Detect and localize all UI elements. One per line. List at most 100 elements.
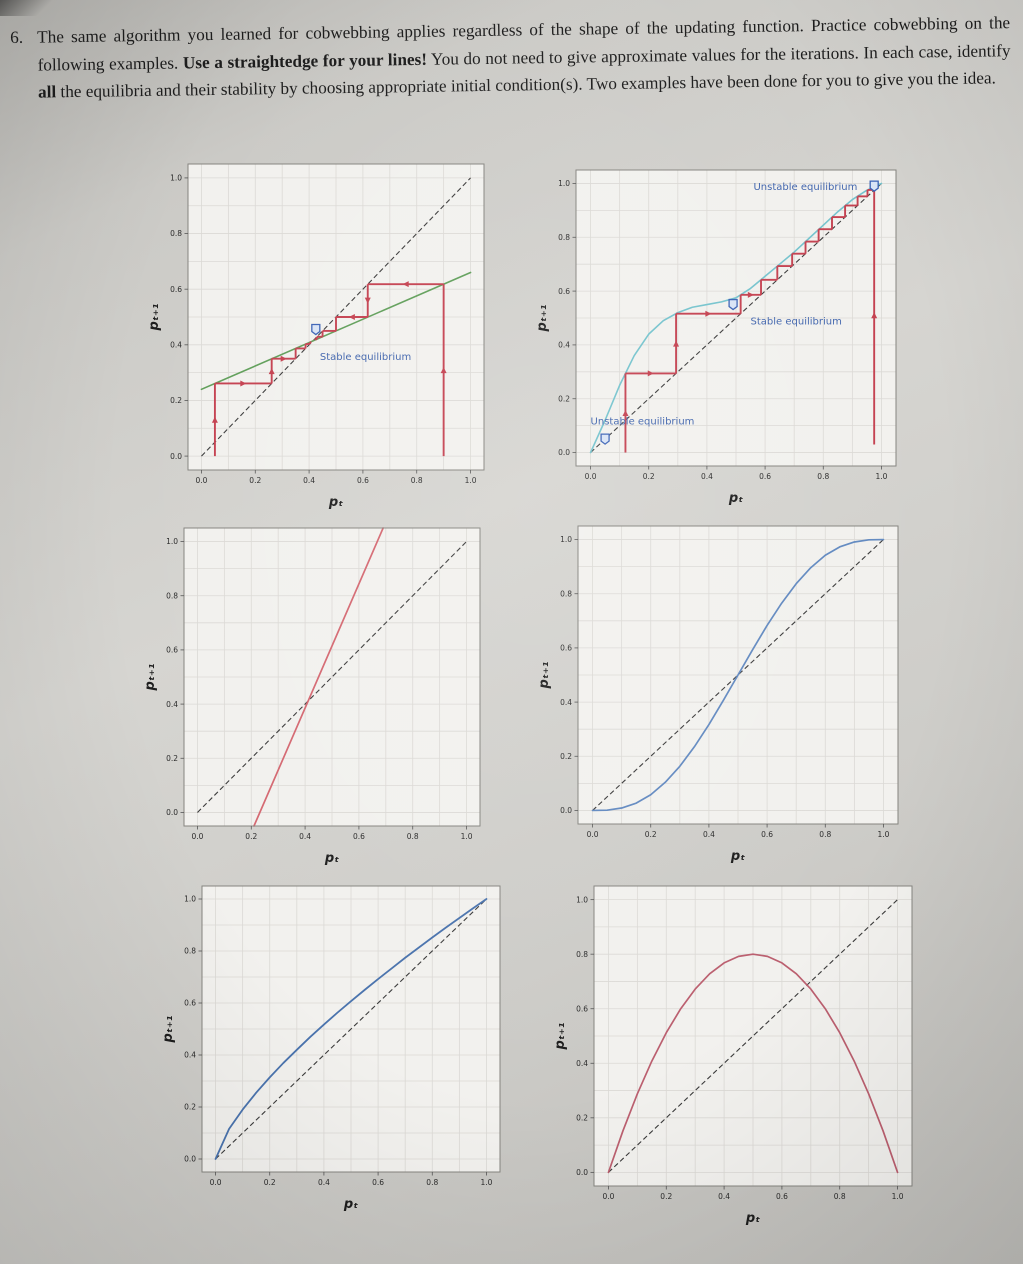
identity-diagonal — [592, 539, 884, 811]
series-updating-function-parabola — [607, 953, 899, 1174]
svg-text:0.2: 0.2 — [184, 1103, 196, 1112]
svg-text:0.4: 0.4 — [299, 832, 311, 841]
svg-text:0.6: 0.6 — [560, 644, 572, 653]
svg-text:0.8: 0.8 — [426, 1178, 438, 1187]
grid — [578, 526, 898, 824]
equilibrium-annotation: Stable equilibrium — [751, 317, 842, 328]
svg-text:0.4: 0.4 — [318, 1178, 330, 1187]
svg-text:0.0: 0.0 — [576, 1168, 588, 1177]
svg-text:0.0: 0.0 — [560, 806, 572, 815]
paragraph-segment: the equilibria and their stability by ch… — [56, 68, 996, 102]
series-cobweb-staircase — [622, 188, 875, 453]
chart-svg-c2: 0.0 0.0 0.2 0.2 0.4 0.4 0.6 0.6 0.8 0.8 1.0 1.0 Unst… — [535, 169, 897, 506]
svg-text:1.0: 1.0 — [892, 1192, 904, 1201]
axes-frame — [183, 527, 481, 827]
svg-text:0.6: 0.6 — [761, 830, 773, 839]
svg-text:0.6: 0.6 — [357, 476, 369, 485]
x-axis-label: pₜ — [745, 1211, 760, 1226]
series-updating-function-concave — [214, 898, 488, 1160]
problem-text: The same algorithm you learned for cobwe… — [37, 9, 1011, 106]
equilibrium-marker-icon — [600, 433, 610, 445]
svg-text:0.2: 0.2 — [170, 396, 182, 405]
chart-steep-line-exercise: 0.0 0.0 0.2 0.2 0.4 0.4 0.6 0.6 0.8 0.8 1.0 1.0 pₜ pₜ… — [142, 518, 492, 868]
svg-text:0.0: 0.0 — [191, 832, 203, 841]
x-axis-label: pₜ — [728, 491, 743, 506]
axes-frame — [593, 885, 913, 1187]
series-updating-function-s-curve — [591, 538, 885, 812]
svg-text:0.0: 0.0 — [602, 1192, 614, 1201]
svg-text:0.8: 0.8 — [817, 472, 829, 481]
svg-text:0.8: 0.8 — [411, 476, 423, 485]
y-axis-label: pₜ₊₁ — [553, 1022, 568, 1050]
svg-text:0.6: 0.6 — [184, 999, 196, 1008]
svg-text:0.4: 0.4 — [718, 1192, 730, 1201]
equilibrium-marker-icon — [728, 298, 738, 311]
chart-parabola-exercise: 0.0 0.0 0.2 0.2 0.4 0.4 0.6 0.6 0.8 0.8 1.0 1.0 pₜ pₜ… — [552, 876, 924, 1228]
svg-text:1.0: 1.0 — [576, 895, 588, 904]
svg-text:0.0: 0.0 — [184, 1155, 196, 1164]
equilibrium-annotation: Unstable equilibrium — [591, 416, 695, 427]
svg-text:0.0: 0.0 — [587, 830, 599, 839]
x-axis-label: pₜ — [343, 1197, 358, 1212]
axes-frame — [575, 169, 897, 467]
chart-s-curve-exercise: 0.0 0.0 0.2 0.2 0.4 0.4 0.6 0.6 0.8 0.8 1.0 1.0 pₜ pₜ… — [536, 516, 910, 866]
svg-text:0.6: 0.6 — [576, 1004, 588, 1013]
svg-text:0.4: 0.4 — [166, 700, 178, 709]
svg-text:0.2: 0.2 — [264, 1178, 276, 1187]
y-axis-label: pₜ₊₁ — [143, 663, 158, 691]
axes-frame — [577, 525, 899, 825]
svg-text:0.8: 0.8 — [558, 233, 570, 242]
svg-text:0.4: 0.4 — [303, 476, 315, 485]
chart-svg-c6: 0.0 0.0 0.2 0.2 0.4 0.4 0.6 0.6 0.8 0.8 1.0 1.0 pₜ pₜ… — [553, 885, 913, 1226]
svg-text:0.0: 0.0 — [585, 472, 597, 481]
y-axis-label: pₜ₊₁ — [535, 304, 550, 332]
paragraph-segment: Use a straightedge for your lines! — [182, 49, 428, 72]
chart-svg-c1: 0.0 0.0 0.2 0.2 0.4 0.4 0.6 0.6 0.8 0.8 1.0 1.0 Stab… — [147, 163, 485, 510]
svg-text:0.4: 0.4 — [701, 472, 713, 481]
axes-frame — [201, 885, 501, 1173]
svg-text:0.4: 0.4 — [184, 1051, 196, 1060]
svg-text:0.2: 0.2 — [645, 830, 657, 839]
x-axis-label: pₜ — [324, 851, 339, 866]
y-axis-label: pₜ₊₁ — [161, 1015, 176, 1043]
svg-text:1.0: 1.0 — [461, 832, 473, 841]
tick-labels: 0.0 0.0 0.2 0.2 0.4 0.4 0.6 0.6 0.8 0.8 1.0 1.0 — [184, 895, 493, 1187]
axes-frame — [187, 163, 485, 471]
svg-text:0.8: 0.8 — [576, 950, 588, 959]
equilibrium-marker-icon — [311, 323, 321, 336]
svg-text:1.0: 1.0 — [184, 895, 196, 904]
equilibrium-annotation: Unstable equilibrium — [753, 182, 857, 193]
x-axis-label: pₜ — [328, 495, 343, 510]
photo-corner-shadow — [0, 0, 60, 16]
svg-text:0.8: 0.8 — [184, 947, 196, 956]
tick-labels: 0.0 0.0 0.2 0.2 0.4 0.4 0.6 0.6 0.8 0.8 1.0 1.0 — [170, 174, 477, 485]
paragraph-segment: You do not need to give approximate valu… — [426, 40, 1011, 69]
paragraph-segment: all — [37, 82, 57, 102]
svg-text:0.2: 0.2 — [643, 472, 655, 481]
equilibrium-marker-icon — [869, 180, 879, 192]
svg-text:0.6: 0.6 — [170, 285, 182, 294]
svg-text:0.0: 0.0 — [210, 1178, 222, 1187]
chart-svg-c3: 0.0 0.0 0.2 0.2 0.4 0.4 0.6 0.6 0.8 0.8 1.0 1.0 pₜ pₜ… — [143, 527, 481, 866]
series-cobweb-from-right — [314, 281, 447, 457]
svg-text:1.0: 1.0 — [480, 1178, 492, 1187]
identity-diagonal — [590, 183, 882, 453]
svg-text:0.2: 0.2 — [660, 1192, 672, 1201]
chart-concave-curve-exercise: 0.0 0.0 0.2 0.2 0.4 0.4 0.6 0.6 0.8 0.8 1.0 1.0 pₜ pₜ… — [160, 876, 512, 1214]
svg-text:0.2: 0.2 — [166, 754, 178, 763]
svg-text:0.2: 0.2 — [245, 832, 257, 841]
tick-labels: 0.0 0.0 0.2 0.2 0.4 0.4 0.6 0.6 0.8 0.8 1.0 1.0 — [576, 895, 904, 1201]
svg-text:0.0: 0.0 — [166, 808, 178, 817]
svg-text:1.0: 1.0 — [875, 472, 887, 481]
svg-text:0.2: 0.2 — [576, 1114, 588, 1123]
svg-text:0.4: 0.4 — [558, 341, 570, 350]
svg-text:0.2: 0.2 — [249, 476, 261, 485]
equilibrium-annotation: Stable equilibrium — [320, 352, 411, 363]
svg-text:0.6: 0.6 — [759, 472, 771, 481]
grid — [594, 886, 912, 1186]
svg-text:0.0: 0.0 — [195, 476, 207, 485]
svg-text:0.2: 0.2 — [558, 394, 570, 403]
series-cobweb-from-left — [211, 341, 312, 457]
svg-text:1.0: 1.0 — [558, 179, 570, 188]
